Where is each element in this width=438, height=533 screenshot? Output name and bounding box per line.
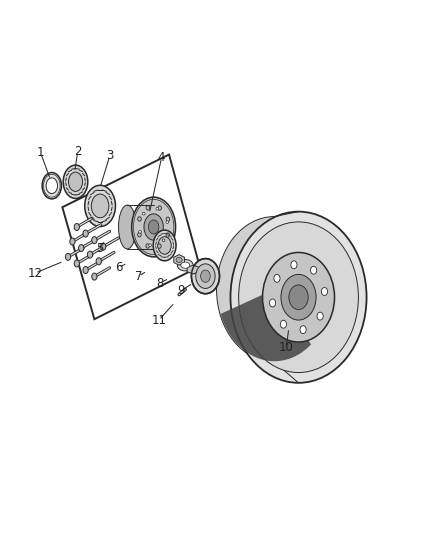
Ellipse shape <box>290 261 297 269</box>
Ellipse shape <box>74 223 79 230</box>
Ellipse shape <box>118 205 136 249</box>
Ellipse shape <box>92 237 97 244</box>
Ellipse shape <box>321 288 327 295</box>
Ellipse shape <box>166 233 169 237</box>
Ellipse shape <box>177 260 193 271</box>
Ellipse shape <box>166 221 168 223</box>
Text: 10: 10 <box>278 341 293 354</box>
Ellipse shape <box>299 326 305 334</box>
Ellipse shape <box>200 270 210 282</box>
Ellipse shape <box>269 299 275 307</box>
Ellipse shape <box>83 230 88 237</box>
Ellipse shape <box>92 273 97 280</box>
Text: 7: 7 <box>134 270 142 282</box>
Ellipse shape <box>310 266 316 274</box>
Ellipse shape <box>100 243 106 251</box>
Ellipse shape <box>131 197 175 257</box>
Ellipse shape <box>142 212 145 215</box>
Ellipse shape <box>176 257 182 263</box>
Ellipse shape <box>68 172 82 191</box>
Ellipse shape <box>280 320 286 328</box>
Ellipse shape <box>148 244 151 247</box>
Ellipse shape <box>158 206 161 210</box>
Text: 4: 4 <box>157 151 165 164</box>
Ellipse shape <box>148 220 159 234</box>
Text: 2: 2 <box>74 145 81 158</box>
Text: 9: 9 <box>177 284 184 297</box>
Polygon shape <box>220 289 311 361</box>
Ellipse shape <box>46 178 57 193</box>
Ellipse shape <box>74 260 79 267</box>
Ellipse shape <box>238 222 357 373</box>
Ellipse shape <box>138 232 141 237</box>
Ellipse shape <box>262 253 334 342</box>
Text: 8: 8 <box>156 277 163 289</box>
Ellipse shape <box>230 212 366 383</box>
Ellipse shape <box>157 244 161 248</box>
Ellipse shape <box>153 230 176 261</box>
Ellipse shape <box>180 262 189 268</box>
Ellipse shape <box>162 239 165 241</box>
Ellipse shape <box>83 266 88 273</box>
Text: 1: 1 <box>36 146 44 159</box>
Ellipse shape <box>42 173 61 199</box>
Text: 3: 3 <box>106 149 113 163</box>
Ellipse shape <box>195 264 215 288</box>
Ellipse shape <box>96 258 101 265</box>
Text: 5: 5 <box>96 241 103 255</box>
Ellipse shape <box>166 217 169 221</box>
Text: 6: 6 <box>114 261 122 274</box>
Ellipse shape <box>138 231 141 233</box>
Ellipse shape <box>63 165 88 198</box>
Ellipse shape <box>273 274 279 282</box>
Ellipse shape <box>78 245 84 252</box>
Ellipse shape <box>158 237 171 254</box>
Ellipse shape <box>144 214 163 240</box>
Ellipse shape <box>146 206 149 210</box>
Ellipse shape <box>191 259 219 294</box>
Ellipse shape <box>316 312 322 320</box>
Ellipse shape <box>85 185 115 227</box>
Ellipse shape <box>65 253 71 260</box>
Ellipse shape <box>70 238 75 245</box>
Ellipse shape <box>87 251 92 258</box>
Ellipse shape <box>216 216 332 362</box>
Polygon shape <box>173 255 184 265</box>
Ellipse shape <box>145 244 149 248</box>
Text: 12: 12 <box>28 266 42 280</box>
Polygon shape <box>187 265 199 274</box>
Ellipse shape <box>280 274 315 320</box>
Ellipse shape <box>288 285 307 310</box>
Ellipse shape <box>155 207 158 210</box>
Ellipse shape <box>91 194 109 218</box>
Text: 11: 11 <box>151 313 166 327</box>
Ellipse shape <box>138 217 141 221</box>
